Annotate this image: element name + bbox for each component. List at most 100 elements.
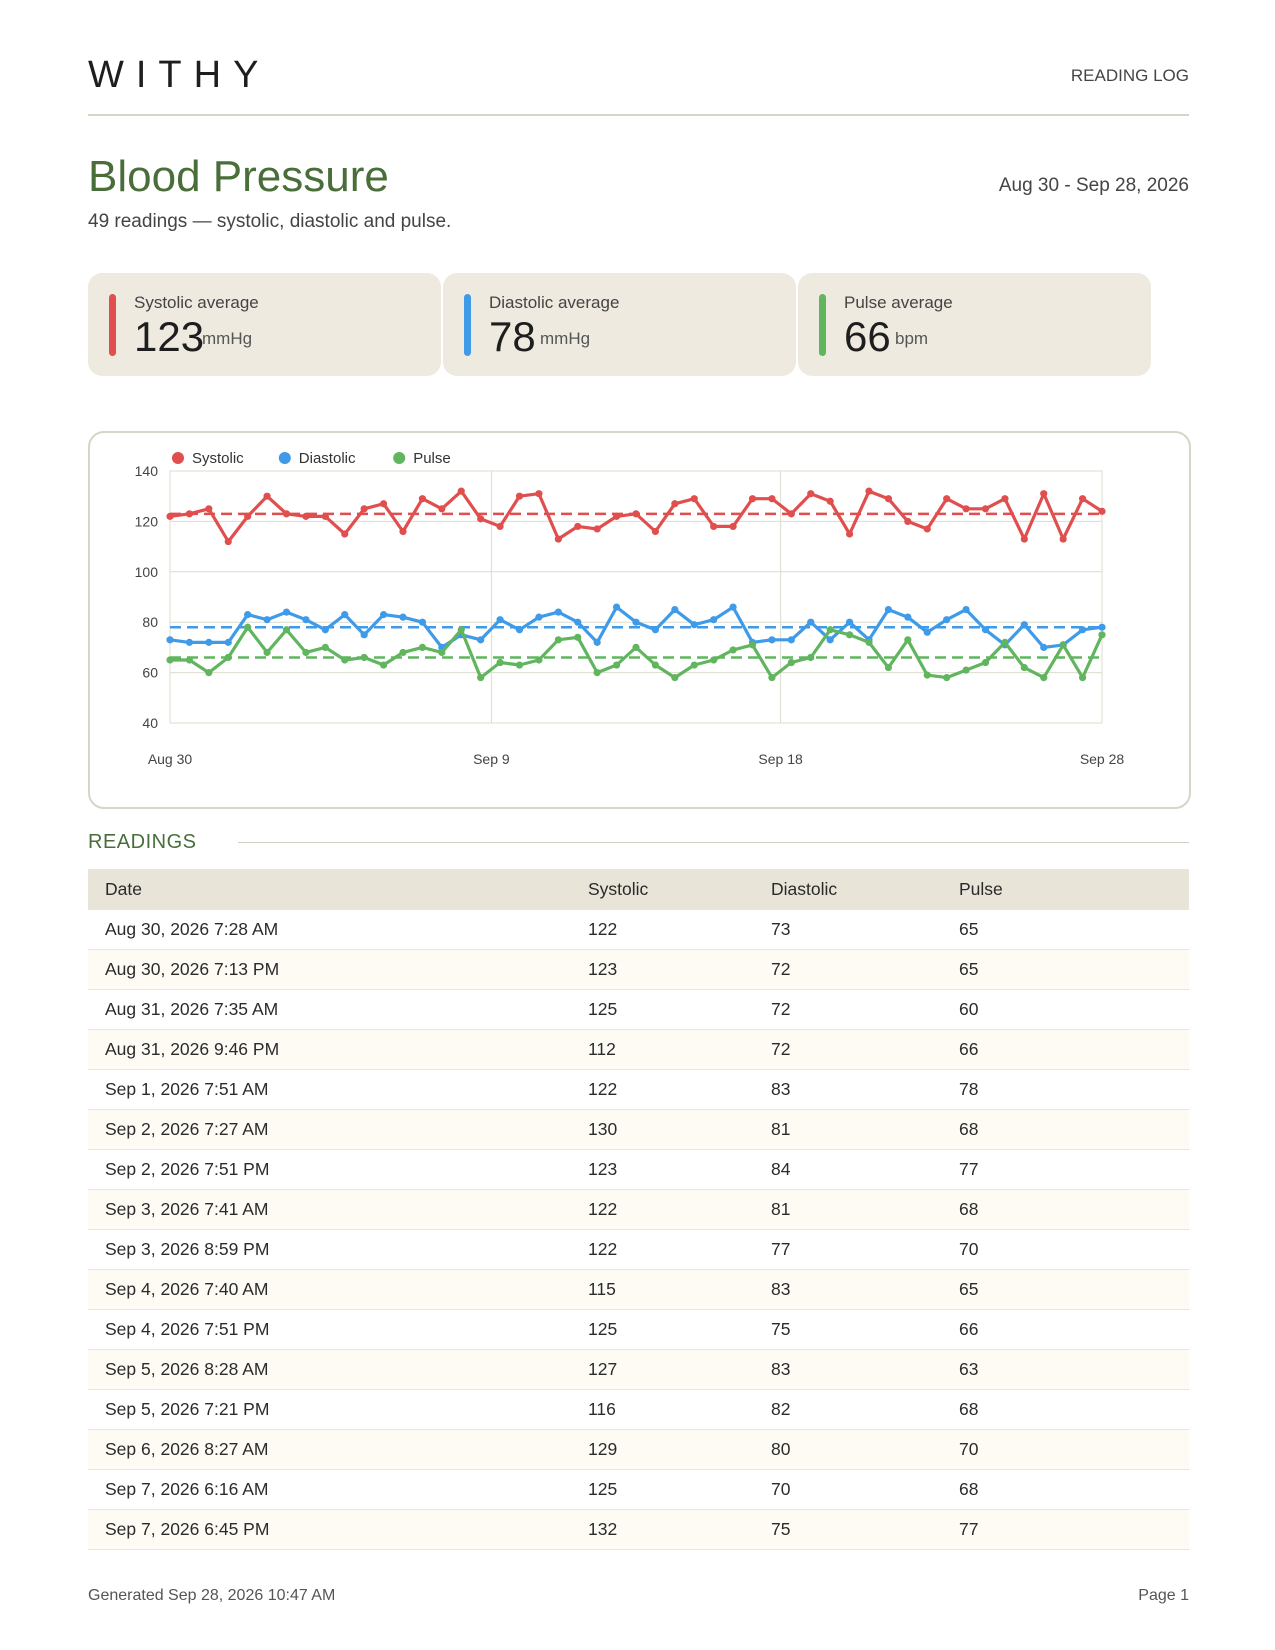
systolic-legend-marker: [172, 452, 184, 464]
systolic-point: [904, 517, 912, 525]
diastolic-color-bar: [464, 294, 471, 356]
y-tick-label: 60: [142, 665, 158, 681]
y-tick-label: 140: [135, 463, 159, 479]
cell-date: Sep 5, 2026 8:28 AM: [88, 1349, 588, 1390]
systolic-point: [1059, 535, 1067, 543]
systolic-point: [943, 495, 951, 503]
x-tick-label: Sep 9: [473, 751, 510, 767]
cell-systolic: 122: [588, 1229, 771, 1270]
pulse-point: [574, 633, 582, 641]
cell-date: Aug 30, 2026 7:28 AM: [88, 910, 588, 950]
diastolic-point: [943, 616, 951, 624]
diastolic-point: [535, 613, 543, 621]
diastolic-point: [205, 638, 213, 646]
systolic-point: [224, 537, 232, 546]
cell-systolic: 125: [588, 1309, 771, 1350]
cell-diastolic: 72: [771, 949, 959, 990]
cell-date: Sep 3, 2026 7:41 AM: [88, 1189, 588, 1230]
cell-date: Sep 1, 2026 7:51 AM: [88, 1069, 588, 1110]
systolic-point: [477, 515, 485, 523]
pulse-point: [321, 643, 329, 651]
pulse-point: [341, 656, 349, 664]
systolic-point: [379, 500, 388, 508]
systolic-point: [651, 527, 660, 536]
systolic-point: [185, 510, 194, 518]
diastolic-point: [515, 626, 524, 634]
y-tick-label: 100: [135, 564, 159, 580]
systolic-point: [244, 512, 252, 520]
diastolic-point: [244, 611, 252, 619]
page-subtitle: 49 readings — systolic, diastolic and pu…: [88, 211, 452, 232]
diastolic-point: [1078, 626, 1087, 634]
summary-cards: Systolic average 123 mmHg Diastolic aver…: [88, 273, 1189, 376]
systolic-point: [710, 522, 718, 531]
diastolic-point: [302, 616, 310, 624]
brand-logo: WITHY: [88, 54, 271, 96]
systolic-point: [321, 512, 329, 520]
systolic-point: [166, 512, 174, 520]
cell-diastolic: 72: [771, 989, 959, 1030]
systolic-point: [1020, 535, 1028, 543]
pulse-point: [651, 661, 660, 669]
date-range: Aug 30 - Sep 28, 2026: [998, 175, 1189, 196]
systolic-point: [1001, 495, 1009, 503]
cell-diastolic: 80: [771, 1429, 959, 1470]
pulse-point: [1059, 641, 1067, 649]
cell-systolic: 122: [588, 1069, 771, 1110]
diastolic-point: [671, 606, 679, 614]
diastolic-point: [651, 626, 660, 634]
cell-diastolic: 73: [771, 910, 959, 950]
diastolic-point: [399, 613, 407, 621]
systolic-point: [671, 500, 679, 508]
cell-systolic: 130: [588, 1109, 771, 1150]
table-row: Sep 2, 2026 7:51 PM 123 84 77: [88, 1149, 1189, 1190]
systolic-point: [554, 535, 562, 543]
section-divider: [238, 842, 1189, 843]
diastolic-point: [321, 626, 329, 634]
card-value: 66: [844, 313, 891, 360]
cell-pulse: 70: [959, 1429, 1189, 1470]
cell-pulse: 66: [959, 1309, 1189, 1350]
diastolic-point: [477, 636, 485, 644]
cell-systolic: 127: [588, 1349, 771, 1390]
cell-pulse: 78: [959, 1069, 1189, 1110]
cell-systolic: 132: [588, 1509, 771, 1550]
systolic-point: [418, 495, 427, 503]
cell-date: Sep 7, 2026 6:16 AM: [88, 1469, 588, 1510]
table-row: Sep 4, 2026 7:51 PM 125 75 66: [88, 1309, 1189, 1350]
chart-svg: 40 60 80 100 120 140 Aug 30 Sep 9 Sep 18 Sep 28 Sy…: [135, 450, 1125, 767]
cell-systolic: 123: [588, 949, 771, 990]
cell-date: Sep 2, 2026 7:51 PM: [88, 1149, 588, 1190]
diastolic-point: [1098, 623, 1106, 631]
systolic-point: [884, 495, 893, 503]
card-label: Diastolic average: [489, 293, 620, 312]
cell-systolic: 125: [588, 989, 771, 1030]
pulse-point: [205, 669, 213, 677]
diastolic-point: [224, 638, 232, 646]
card-unit: bpm: [895, 329, 929, 348]
pulse-point: [748, 641, 757, 649]
card-value: 78: [489, 313, 536, 360]
systolic-point: [748, 495, 757, 503]
document-type-label: READING LOG: [1070, 66, 1189, 85]
systolic-point: [632, 510, 640, 518]
systolic-point: [282, 510, 291, 518]
pulse-point: [671, 674, 679, 682]
diastolic-point: [166, 636, 174, 644]
cell-pulse: 65: [959, 910, 1189, 950]
systolic-point: [360, 505, 368, 513]
diastolic-point: [787, 636, 795, 644]
cell-date: Aug 31, 2026 7:35 AM: [88, 989, 588, 1030]
cell-pulse: 60: [959, 989, 1189, 1030]
pulse-point: [244, 623, 252, 631]
cell-systolic: 122: [588, 910, 771, 950]
column-header-date: Date: [88, 869, 588, 910]
cell-date: Sep 2, 2026 7:27 AM: [88, 1109, 588, 1150]
card-value: 123: [134, 313, 205, 360]
cell-pulse: 70: [959, 1229, 1189, 1270]
cell-date: Sep 4, 2026 7:40 AM: [88, 1269, 588, 1310]
cell-diastolic: 81: [771, 1189, 959, 1230]
diastolic-point: [904, 613, 912, 621]
diastolic-point: [418, 618, 427, 626]
diastolic-point: [923, 628, 931, 636]
